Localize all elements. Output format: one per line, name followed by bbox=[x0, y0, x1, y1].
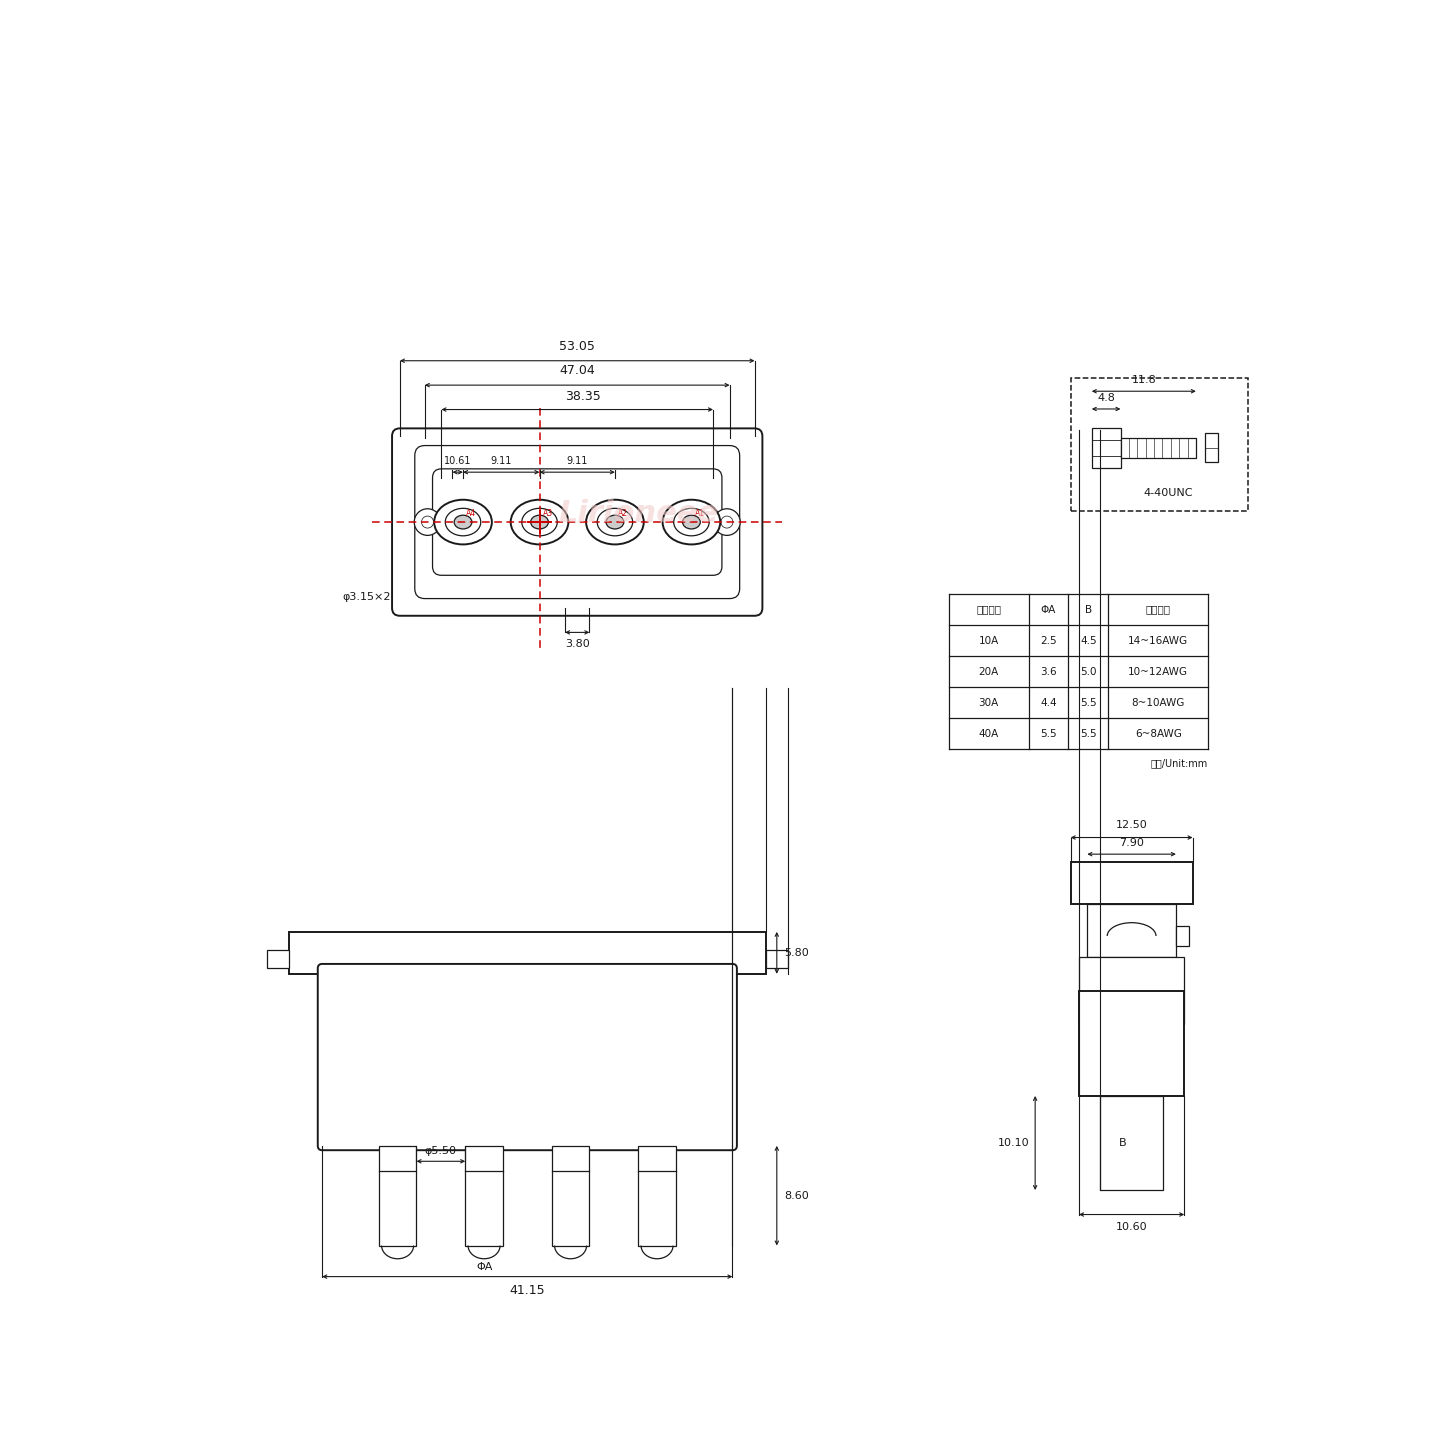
Text: 9.11: 9.11 bbox=[566, 455, 588, 465]
Circle shape bbox=[422, 516, 433, 528]
Text: 47.04: 47.04 bbox=[559, 364, 595, 377]
Text: ΦA: ΦA bbox=[475, 1263, 492, 1272]
Text: A3: A3 bbox=[543, 508, 553, 517]
Bar bbox=[1176, 926, 1189, 946]
Ellipse shape bbox=[586, 500, 644, 544]
FancyBboxPatch shape bbox=[318, 963, 737, 1151]
Text: 14~16AWG: 14~16AWG bbox=[1128, 635, 1188, 645]
Text: 10.10: 10.10 bbox=[998, 1138, 1030, 1148]
Bar bbox=[1092, 428, 1120, 468]
Text: ΦA: ΦA bbox=[1041, 605, 1056, 615]
Text: B: B bbox=[1084, 605, 1092, 615]
Text: 6~8AWG: 6~8AWG bbox=[1135, 729, 1182, 739]
Text: 9.11: 9.11 bbox=[491, 455, 513, 465]
Ellipse shape bbox=[606, 516, 624, 528]
Text: 10A: 10A bbox=[978, 635, 999, 645]
Text: 53.05: 53.05 bbox=[559, 340, 595, 353]
Text: 7.90: 7.90 bbox=[1119, 838, 1143, 848]
Bar bbox=[1087, 904, 1176, 958]
Text: 38.35: 38.35 bbox=[564, 390, 600, 403]
Text: A4: A4 bbox=[467, 508, 477, 517]
Text: Lirioneee: Lirioneee bbox=[559, 498, 719, 527]
Text: 5.0: 5.0 bbox=[1080, 667, 1097, 677]
FancyBboxPatch shape bbox=[415, 445, 740, 599]
Text: 额定电流: 额定电流 bbox=[976, 605, 1001, 615]
Bar bbox=[465, 1146, 503, 1246]
Bar bbox=[379, 1146, 416, 1246]
Circle shape bbox=[415, 508, 441, 536]
FancyBboxPatch shape bbox=[432, 469, 721, 576]
Text: 5.5: 5.5 bbox=[1080, 729, 1097, 739]
Text: 30A: 30A bbox=[978, 698, 999, 708]
Ellipse shape bbox=[435, 500, 492, 544]
Text: 20A: 20A bbox=[978, 667, 999, 677]
Text: 4.8: 4.8 bbox=[1097, 393, 1115, 403]
Text: 2.5: 2.5 bbox=[1040, 635, 1057, 645]
Bar bbox=[1100, 1096, 1164, 1189]
Ellipse shape bbox=[662, 500, 720, 544]
Text: 5.5: 5.5 bbox=[1080, 698, 1097, 708]
Ellipse shape bbox=[674, 508, 708, 536]
Ellipse shape bbox=[511, 500, 569, 544]
Bar bbox=[766, 950, 788, 968]
Text: 8~10AWG: 8~10AWG bbox=[1132, 698, 1185, 708]
Ellipse shape bbox=[445, 508, 481, 536]
Text: 8.60: 8.60 bbox=[785, 1191, 809, 1201]
Bar bbox=[638, 1146, 675, 1246]
Text: 11.8: 11.8 bbox=[1132, 374, 1156, 384]
Text: 12.50: 12.50 bbox=[1116, 819, 1148, 829]
Text: 5.5: 5.5 bbox=[1040, 729, 1057, 739]
Bar bbox=[289, 932, 766, 973]
Circle shape bbox=[721, 516, 733, 528]
Text: A2: A2 bbox=[618, 508, 628, 517]
Text: 4.4: 4.4 bbox=[1040, 698, 1057, 708]
Text: 3.6: 3.6 bbox=[1040, 667, 1057, 677]
Bar bbox=[1120, 438, 1197, 458]
Text: A1: A1 bbox=[694, 508, 704, 517]
Text: 10~12AWG: 10~12AWG bbox=[1128, 667, 1188, 677]
Text: 3.80: 3.80 bbox=[564, 639, 589, 649]
Text: 单位/Unit:mm: 单位/Unit:mm bbox=[1151, 759, 1208, 769]
Text: 10.60: 10.60 bbox=[1116, 1223, 1148, 1233]
Text: 4-40UNC: 4-40UNC bbox=[1143, 488, 1192, 498]
Text: 线材规格: 线材规格 bbox=[1146, 605, 1171, 615]
Text: 10.61: 10.61 bbox=[444, 455, 471, 465]
Ellipse shape bbox=[683, 516, 700, 528]
Text: 40A: 40A bbox=[978, 729, 999, 739]
Bar bbox=[1079, 958, 1184, 1024]
Bar bbox=[1070, 863, 1192, 904]
Bar bbox=[1205, 433, 1218, 462]
Text: 5.80: 5.80 bbox=[785, 948, 809, 958]
Bar bbox=[552, 1146, 589, 1246]
Ellipse shape bbox=[598, 508, 632, 536]
Bar bbox=[1070, 377, 1248, 511]
Text: φ3.15×2: φ3.15×2 bbox=[343, 592, 390, 602]
Text: B: B bbox=[1119, 1138, 1126, 1148]
Ellipse shape bbox=[521, 508, 557, 536]
Bar bbox=[1079, 991, 1184, 1096]
Text: φ5.50: φ5.50 bbox=[425, 1146, 456, 1156]
Ellipse shape bbox=[531, 516, 549, 528]
Bar bbox=[266, 950, 289, 968]
FancyBboxPatch shape bbox=[392, 428, 762, 616]
Text: 4.5: 4.5 bbox=[1080, 635, 1097, 645]
Text: 41.15: 41.15 bbox=[510, 1284, 546, 1297]
Circle shape bbox=[714, 508, 740, 536]
Ellipse shape bbox=[454, 516, 472, 528]
